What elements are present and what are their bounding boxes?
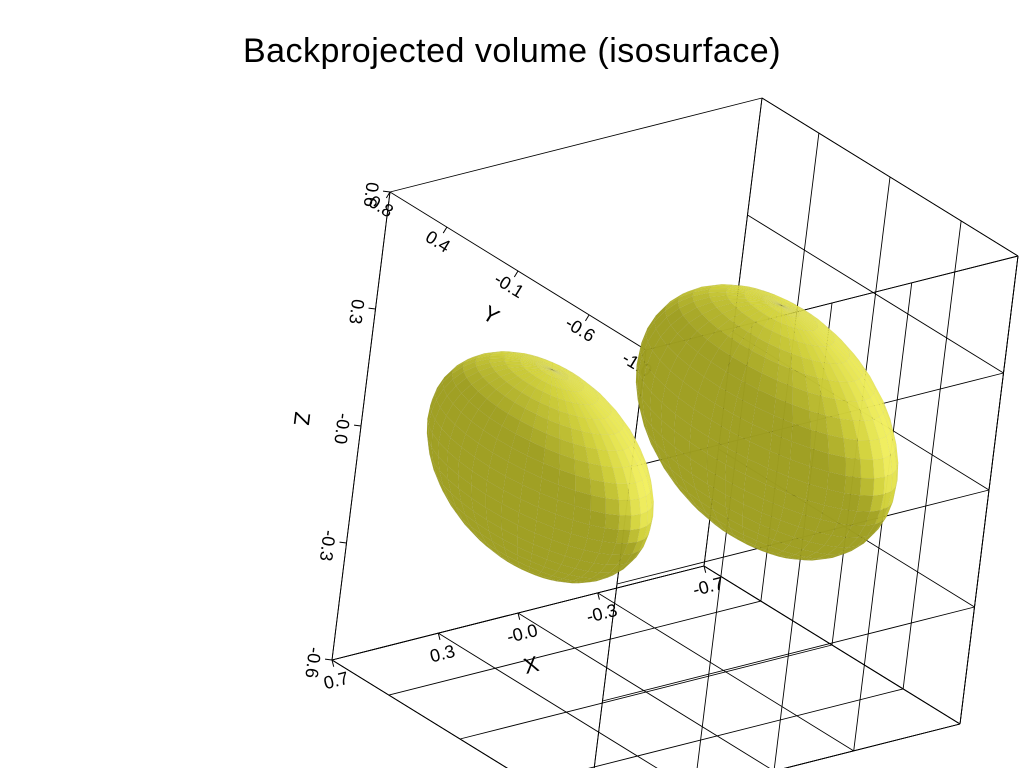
svg-text:-0.6: -0.6 [301, 646, 325, 679]
svg-text:-0.0: -0.0 [505, 620, 540, 647]
svg-text:-0.0: -0.0 [330, 412, 354, 445]
svg-text:X: X [521, 651, 542, 679]
isosurfaces [427, 284, 898, 583]
svg-text:Y: Y [478, 300, 504, 329]
svg-text:-0.3: -0.3 [316, 529, 340, 562]
figure-stage: Backprojected volume (isosurface) 0.70.3… [0, 0, 1024, 768]
svg-text:0.3: 0.3 [428, 641, 457, 667]
svg-text:-0.3: -0.3 [584, 600, 619, 627]
svg-text:0.7: 0.7 [322, 668, 351, 694]
svg-text:0.4: 0.4 [422, 226, 454, 256]
svg-text:-0.7: -0.7 [691, 573, 726, 600]
svg-text:0.3: 0.3 [345, 298, 368, 325]
scene-svg: 0.70.3-0.0-0.3-0.7X-0.6-0.3-0.00.30.6Z0.… [0, 0, 1024, 768]
svg-text:Z: Z [289, 410, 315, 426]
